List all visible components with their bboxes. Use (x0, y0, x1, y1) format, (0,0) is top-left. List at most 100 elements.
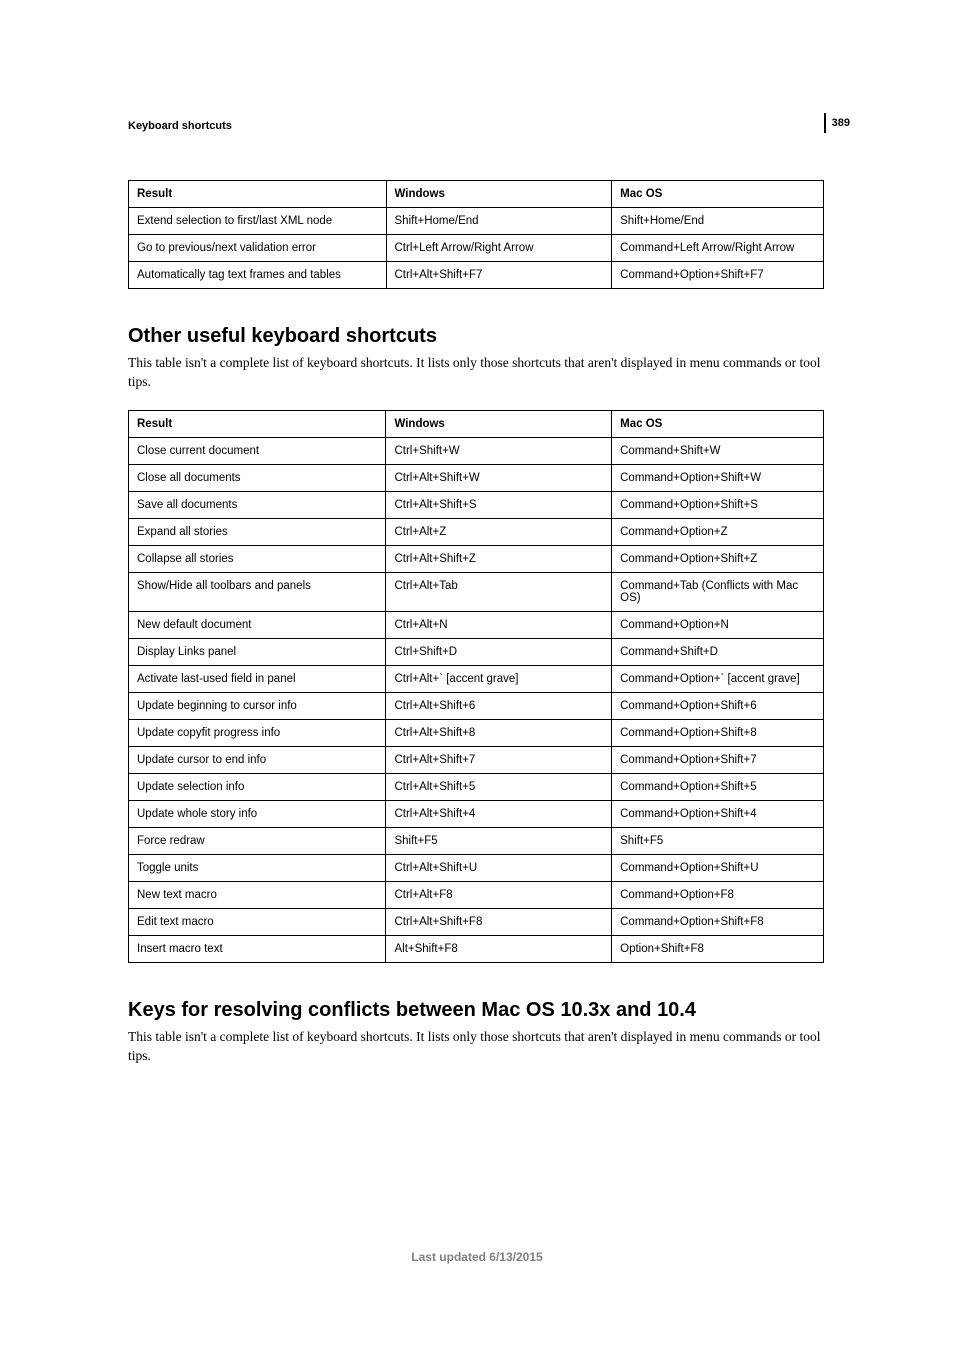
table-cell: Edit text macro (129, 908, 386, 935)
table-row: Insert macro textAlt+Shift+F8Option+Shif… (129, 935, 824, 962)
table-cell: Ctrl+Alt+Shift+6 (386, 692, 612, 719)
table-cell: Extend selection to first/last XML node (129, 208, 387, 235)
table-cell: Command+Option+Shift+6 (612, 692, 824, 719)
table-cell: Ctrl+Shift+D (386, 638, 612, 665)
table-cell: Alt+Shift+F8 (386, 935, 612, 962)
table-row: Display Links panelCtrl+Shift+DCommand+S… (129, 638, 824, 665)
table-cell: Expand all stories (129, 518, 386, 545)
table-header-row: Result Windows Mac OS (129, 410, 824, 437)
table-cell: Ctrl+Alt+F8 (386, 881, 612, 908)
table-body: Extend selection to first/last XML nodeS… (129, 208, 824, 289)
table-row: Activate last-used field in panelCtrl+Al… (129, 665, 824, 692)
table-row: Save all documentsCtrl+Alt+Shift+SComman… (129, 491, 824, 518)
table-cell: Ctrl+Shift+W (386, 437, 612, 464)
table-cell: Save all documents (129, 491, 386, 518)
table-cell: Ctrl+Alt+Shift+8 (386, 719, 612, 746)
table-cell: New default document (129, 611, 386, 638)
table-cell: Toggle units (129, 854, 386, 881)
table-cell: Command+Option+N (612, 611, 824, 638)
table-cell: Ctrl+Alt+Shift+F8 (386, 908, 612, 935)
page-header-title: Keyboard shortcuts (128, 120, 844, 132)
table-cell: Show/Hide all toolbars and panels (129, 572, 386, 611)
table-cell: Command+Option+Shift+F8 (612, 908, 824, 935)
page-number: 389 (824, 113, 850, 133)
table-cell: Ctrl+Alt+Shift+U (386, 854, 612, 881)
table-row: Toggle unitsCtrl+Alt+Shift+UCommand+Opti… (129, 854, 824, 881)
table-cell: Close current document (129, 437, 386, 464)
table-row: Expand all storiesCtrl+Alt+ZCommand+Opti… (129, 518, 824, 545)
table-cell: Update cursor to end info (129, 746, 386, 773)
table-cell: Command+Shift+W (612, 437, 824, 464)
table-cell: Ctrl+Alt+N (386, 611, 612, 638)
table-cell: Command+Option+Shift+U (612, 854, 824, 881)
table-cell: Ctrl+Alt+Shift+5 (386, 773, 612, 800)
table-row: Force redrawShift+F5Shift+F5 (129, 827, 824, 854)
table-cell: Command+Tab (Conflicts with Mac OS) (612, 572, 824, 611)
section-intro: This table isn't a complete list of keyb… (128, 1028, 844, 1066)
table-row: Update whole story infoCtrl+Alt+Shift+4C… (129, 800, 824, 827)
section-heading: Other useful keyboard shortcuts (128, 325, 844, 348)
table-cell: Ctrl+Alt+Shift+S (386, 491, 612, 518)
table-cell: Ctrl+Alt+Shift+4 (386, 800, 612, 827)
table-cell: Update whole story info (129, 800, 386, 827)
table-row: Extend selection to first/last XML nodeS… (129, 208, 824, 235)
table-cell: Command+Option+Shift+S (612, 491, 824, 518)
table-cell: Insert macro text (129, 935, 386, 962)
table-row: Go to previous/next validation errorCtrl… (129, 235, 824, 262)
table-cell: Force redraw (129, 827, 386, 854)
table-row: New default documentCtrl+Alt+NCommand+Op… (129, 611, 824, 638)
table-row: Update selection infoCtrl+Alt+Shift+5Com… (129, 773, 824, 800)
table-cell: Command+Option+` [accent grave] (612, 665, 824, 692)
document-page: 389 Keyboard shortcuts Result Windows Ma… (0, 0, 954, 1350)
section-intro: This table isn't a complete list of keyb… (128, 354, 844, 392)
column-header: Windows (386, 410, 612, 437)
table-cell: Ctrl+Left Arrow/Right Arrow (386, 235, 612, 262)
table-cell: Go to previous/next validation error (129, 235, 387, 262)
table-cell: Command+Option+Shift+5 (612, 773, 824, 800)
table-cell: Ctrl+Alt+Tab (386, 572, 612, 611)
table-cell: Automatically tag text frames and tables (129, 262, 387, 289)
table-cell: Ctrl+Alt+Shift+F7 (386, 262, 612, 289)
column-header: Result (129, 410, 386, 437)
table-body: Close current documentCtrl+Shift+WComman… (129, 437, 824, 962)
table-cell: Ctrl+Alt+` [accent grave] (386, 665, 612, 692)
table-cell: Shift+F5 (612, 827, 824, 854)
table-cell: Ctrl+Alt+Z (386, 518, 612, 545)
table-row: New text macroCtrl+Alt+F8Command+Option+… (129, 881, 824, 908)
table-cell: New text macro (129, 881, 386, 908)
table-cell: Command+Option+F8 (612, 881, 824, 908)
table-cell: Ctrl+Alt+Shift+Z (386, 545, 612, 572)
table-cell: Close all documents (129, 464, 386, 491)
table-cell: Command+Option+Shift+Z (612, 545, 824, 572)
table-cell: Ctrl+Alt+Shift+W (386, 464, 612, 491)
table-cell: Activate last-used field in panel (129, 665, 386, 692)
table-cell: Command+Option+Z (612, 518, 824, 545)
table-row: Automatically tag text frames and tables… (129, 262, 824, 289)
section-heading: Keys for resolving conflicts between Mac… (128, 999, 844, 1022)
table-cell: Command+Shift+D (612, 638, 824, 665)
column-header: Mac OS (612, 410, 824, 437)
table-row: Update cursor to end infoCtrl+Alt+Shift+… (129, 746, 824, 773)
table-row: Update copyfit progress infoCtrl+Alt+Shi… (129, 719, 824, 746)
table-cell: Shift+Home/End (386, 208, 612, 235)
table-cell: Command+Option+Shift+W (612, 464, 824, 491)
table-cell: Update copyfit progress info (129, 719, 386, 746)
column-header: Mac OS (612, 181, 824, 208)
table-cell: Ctrl+Alt+Shift+7 (386, 746, 612, 773)
table-header-row: Result Windows Mac OS (129, 181, 824, 208)
table-cell: Command+Option+Shift+7 (612, 746, 824, 773)
table-row: Show/Hide all toolbars and panelsCtrl+Al… (129, 572, 824, 611)
table-row: Close current documentCtrl+Shift+WComman… (129, 437, 824, 464)
table-cell: Command+Option+Shift+4 (612, 800, 824, 827)
table-cell: Command+Option+Shift+8 (612, 719, 824, 746)
table-cell: Command+Option+Shift+F7 (612, 262, 824, 289)
table-cell: Shift+F5 (386, 827, 612, 854)
table-cell: Option+Shift+F8 (612, 935, 824, 962)
column-header: Result (129, 181, 387, 208)
table-cell: Update beginning to cursor info (129, 692, 386, 719)
column-header: Windows (386, 181, 612, 208)
table-cell: Display Links panel (129, 638, 386, 665)
table-cell: Command+Left Arrow/Right Arrow (612, 235, 824, 262)
table-row: Collapse all storiesCtrl+Alt+Shift+ZComm… (129, 545, 824, 572)
table-row: Edit text macroCtrl+Alt+Shift+F8Command+… (129, 908, 824, 935)
